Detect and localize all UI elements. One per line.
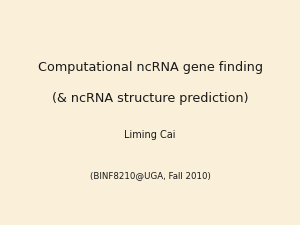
- Text: (BINF8210@UGA, Fall 2010): (BINF8210@UGA, Fall 2010): [90, 171, 210, 180]
- Text: (& ncRNA structure prediction): (& ncRNA structure prediction): [52, 92, 248, 106]
- Text: Computational ncRNA gene finding: Computational ncRNA gene finding: [38, 61, 262, 74]
- Text: Liming Cai: Liming Cai: [124, 130, 176, 140]
